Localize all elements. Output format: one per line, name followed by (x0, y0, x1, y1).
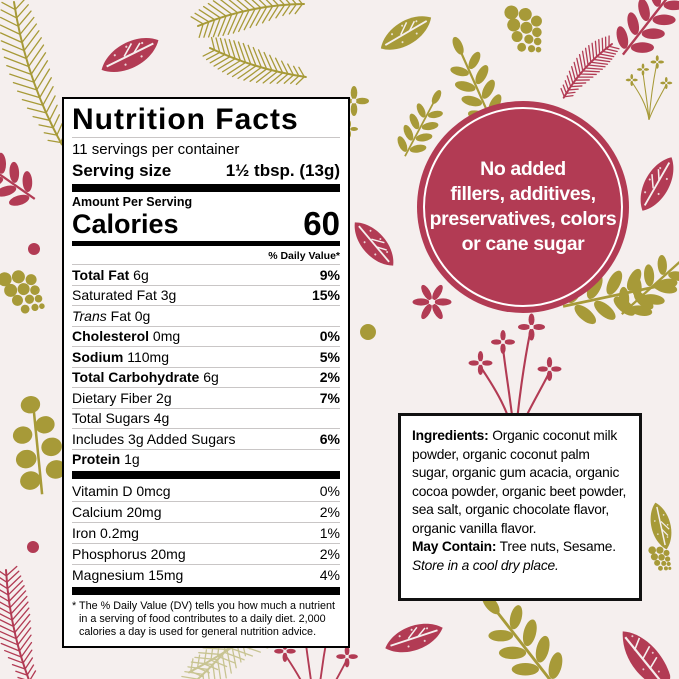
nutrition-facts-label: Nutrition Facts 11 servings per containe… (62, 97, 350, 649)
leaf-decoration (380, 616, 448, 660)
berry-cluster-decoration (0, 266, 46, 318)
may-contain-label: May Contain: (412, 539, 497, 554)
leaf-decoration (94, 29, 166, 81)
badge-line: preservatives, colors (429, 208, 617, 230)
badge-text: No added fillers, additives, preservatives… (430, 157, 617, 257)
daily-value-percent: 5% (319, 348, 340, 365)
daily-value-percent: 2% (319, 369, 340, 386)
ingredients-box: Ingredients: Organic coconut milk powder… (398, 413, 642, 601)
berry-dot-decoration (27, 541, 39, 553)
nutrient-row: Includes 3g Added Sugars 6% (72, 428, 340, 449)
nutrient-row: Cholesterol 0mg 0% (72, 325, 340, 347)
nutrient-row: Magnesium 15mg 4% (72, 564, 340, 585)
ingredients-label: Ingredients: (412, 428, 489, 443)
wildflower-sprig-decoration (626, 55, 673, 120)
daily-value-percent: 4% (319, 566, 340, 583)
nutrient-row: Calcium 20mg 2% (72, 501, 340, 522)
fern-branch-decoration (0, 565, 37, 679)
berry-dot-decoration (28, 243, 40, 255)
may-contain-paragraph: May Contain: Tree nuts, Sesame. (412, 538, 628, 557)
fern-branch-decoration (190, 0, 305, 38)
ingredients-text: Organic coconut milk powder, organic coc… (412, 428, 627, 536)
berry-cluster-decoration (648, 546, 672, 571)
nutrient-name: Protein 1g (72, 451, 140, 468)
nutrient-name: Iron 0.2mg (72, 524, 139, 541)
daily-value-percent: 2% (319, 503, 340, 520)
nutrient-name: Magnesium 15mg (72, 566, 184, 583)
leaf-decoration (646, 499, 676, 553)
nutrient-name: Sodium 110mg (72, 348, 170, 365)
fern-branch-decoration (202, 36, 307, 86)
nutrient-name: Total Fat 6g (72, 266, 149, 283)
leaf-decoration (346, 213, 402, 275)
serving-size-label: Serving size (72, 161, 172, 181)
storage-note: Store in a cool dry place. (412, 557, 559, 573)
calories-row: Calories 60 (72, 205, 340, 243)
nutrient-name: Vitamin D 0mcg (72, 482, 171, 499)
nutrient-row: Dietary Fiber 2g 7% (72, 387, 340, 408)
leaf-decoration (629, 150, 679, 218)
nutrient-row: Vitamin D 0mcg 0% (72, 481, 340, 501)
nutrient-rows: Total Fat 6g 9% Saturated Fat 3g 15% Trans F… (72, 264, 340, 469)
nutrient-name: Phosphorus 20mg (72, 545, 186, 562)
badge-line: or cane sugar (461, 233, 585, 255)
badge-line: fillers, additives, (450, 183, 596, 205)
daily-value-percent: 2% (319, 545, 340, 562)
daily-value-percent: 7% (319, 389, 340, 406)
nutrient-row: Sodium 110mg 5% (72, 346, 340, 367)
thick-divider (72, 471, 340, 480)
nutrient-name: Trans Fat 0g (72, 307, 151, 324)
daily-value-percent: 9% (319, 266, 340, 283)
nutrient-row: Total Fat 6g 9% (72, 264, 340, 285)
nutrient-row: Trans Fat 0g (72, 305, 340, 326)
pinnate-branch-decoration (603, 0, 679, 71)
nutrient-row: Total Carbohydrate 6g 2% (72, 366, 340, 388)
pinnate-branch-decoration (0, 126, 49, 218)
nutrient-row: Protein 1g (72, 448, 340, 470)
nutrient-row: Iron 0.2mg 1% (72, 522, 340, 543)
thick-divider (72, 184, 340, 193)
serving-size-row: Serving size 1½ tbsp. (13g) (72, 159, 340, 182)
no-additives-badge: No added fillers, additives, preservatives… (417, 101, 629, 313)
calories-label: Calories (72, 209, 179, 240)
badge-line: No added (480, 158, 566, 180)
ingredients-paragraph: Ingredients: Organic coconut milk powder… (412, 427, 628, 538)
amount-per-serving-label: Amount Per Serving (72, 195, 193, 210)
feather-leaf-decoration (609, 622, 679, 679)
daily-value-percent: 6% (319, 430, 340, 447)
nutrient-name: Total Sugars 4g (72, 410, 170, 427)
nutrient-row: Phosphorus 20mg 2% (72, 543, 340, 564)
nutrient-name: Cholesterol 0mg (72, 328, 181, 345)
nutrient-row: Total Sugars 4g (72, 407, 340, 429)
nutrient-name: Calcium 20mg (72, 503, 162, 520)
servings-per-container: 11 servings per container (72, 137, 340, 159)
nutrient-name: Dietary Fiber 2g (72, 389, 172, 406)
fern-branch-decoration (560, 35, 620, 99)
berry-cluster-decoration (499, 4, 547, 55)
daily-value-percent: 0% (319, 328, 340, 345)
nutrient-name: Includes 3g Added Sugars (72, 430, 236, 447)
may-contain-text: Tree nuts, Sesame. (496, 539, 616, 554)
flower-decoration (412, 283, 452, 321)
nutrient-name: Saturated Fat 3g (72, 287, 177, 304)
nutrition-facts-title: Nutrition Facts (72, 103, 299, 136)
thick-divider (72, 587, 340, 596)
daily-value-percent: 0% (319, 482, 340, 499)
berry-dot-decoration (360, 324, 376, 340)
medium-divider (72, 241, 340, 247)
vitamin-rows: Vitamin D 0mcg 0% Calcium 20mg 2% Iron 0.2mg… (72, 481, 340, 585)
leaf-decoration (373, 7, 439, 59)
nutrient-row: Saturated Fat 3g 15% (72, 284, 340, 306)
daily-value-header: % Daily Value* (268, 250, 340, 263)
daily-value-percent: 1% (319, 524, 340, 541)
daily-value-footnote: * The % Daily Value (DV) tells you how m… (72, 600, 336, 639)
calories-value: 60 (303, 205, 340, 243)
nutrient-name: Total Carbohydrate 6g (72, 369, 219, 386)
serving-size-value: 1½ tbsp. (13g) (225, 161, 340, 181)
daily-value-percent: 15% (311, 287, 340, 304)
